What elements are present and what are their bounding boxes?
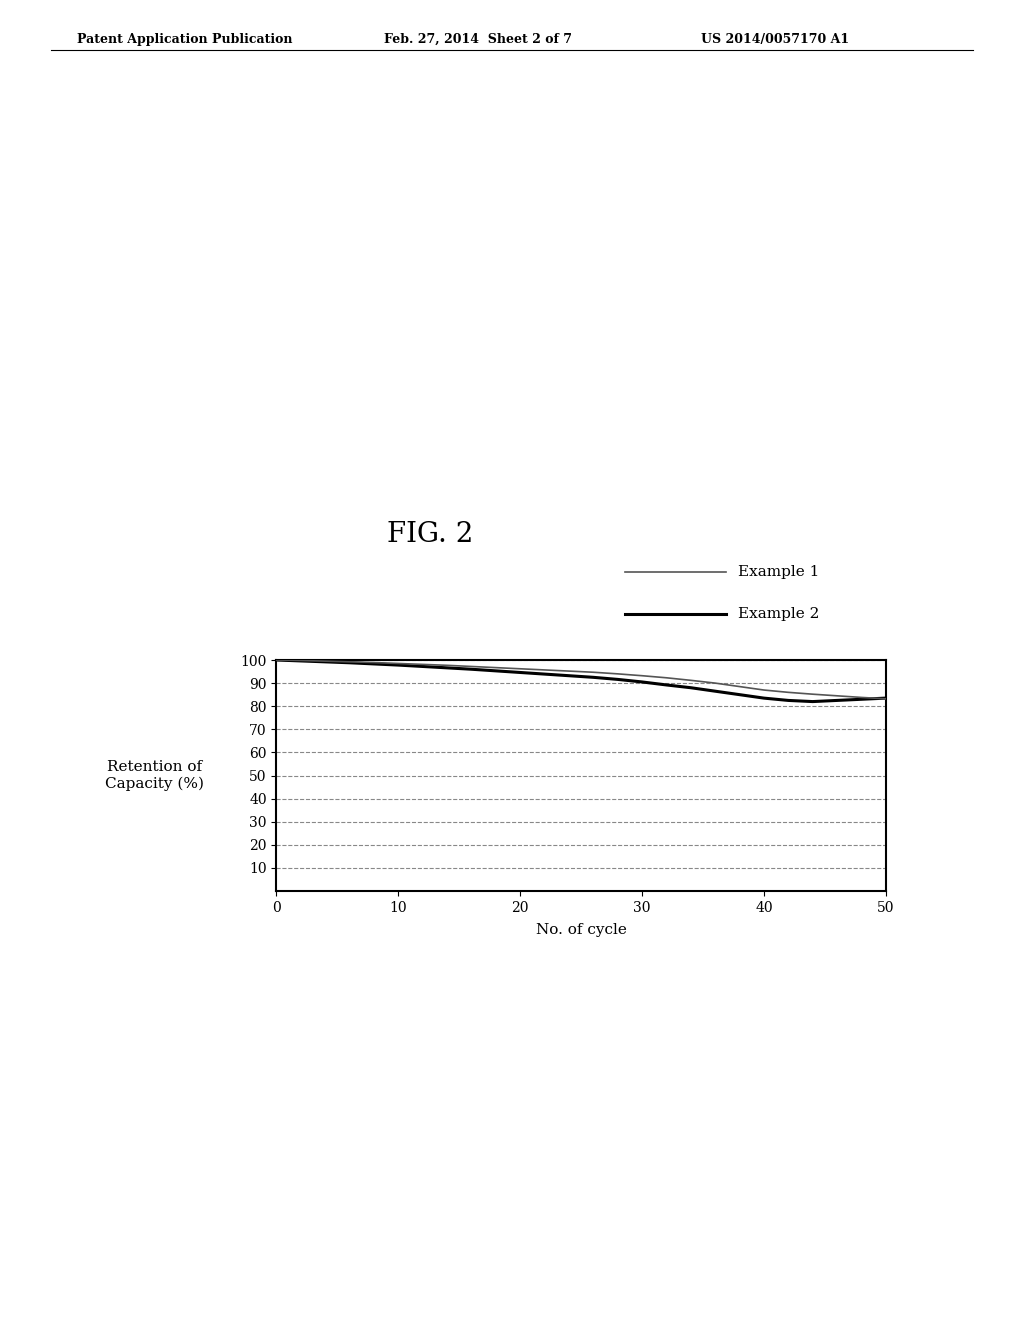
Text: Feb. 27, 2014  Sheet 2 of 7: Feb. 27, 2014 Sheet 2 of 7 [384, 33, 572, 46]
Text: Patent Application Publication: Patent Application Publication [77, 33, 292, 46]
Text: US 2014/0057170 A1: US 2014/0057170 A1 [701, 33, 850, 46]
Text: FIG. 2: FIG. 2 [387, 521, 473, 548]
Text: Retention of
Capacity (%): Retention of Capacity (%) [105, 760, 204, 791]
Text: Example 1: Example 1 [738, 565, 819, 578]
Text: Example 2: Example 2 [738, 607, 819, 620]
X-axis label: No. of cycle: No. of cycle [536, 923, 627, 937]
